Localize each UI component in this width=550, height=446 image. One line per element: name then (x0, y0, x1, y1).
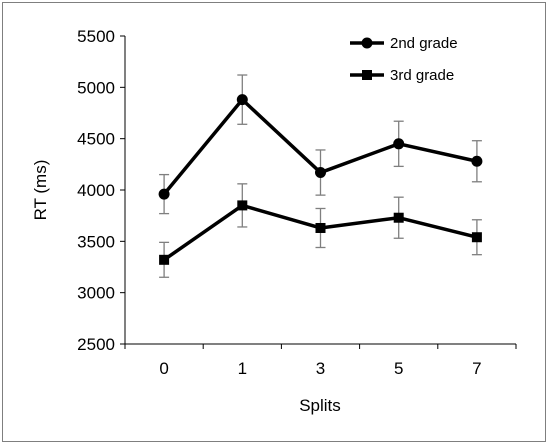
data-point-2nd-grade (315, 167, 326, 179)
x-axis-label: Splits (299, 396, 341, 415)
y-axis-label: RT (ms) (31, 160, 50, 221)
data-point-3rd-grade (159, 254, 170, 265)
x-tick-label: 0 (159, 359, 168, 378)
x-tick-label: 3 (316, 359, 325, 378)
y-tick-label: 3500 (77, 232, 115, 251)
data-point-2nd-grade (236, 94, 248, 106)
data-point-3rd-grade (393, 212, 404, 223)
y-tick-label: 2500 (77, 335, 115, 354)
chart-frame (2, 2, 546, 442)
legend-marker-3rd-grade (362, 70, 372, 80)
x-tick-label: 5 (394, 359, 403, 378)
y-tick-label: 4000 (77, 181, 115, 200)
x-tick-label: 7 (472, 359, 481, 378)
y-tick-label: 5000 (77, 78, 115, 97)
data-point-3rd-grade (315, 222, 326, 233)
legend-marker-2nd-grade (361, 37, 373, 49)
y-tick-label: 3000 (77, 284, 115, 303)
x-tick-label: 1 (238, 359, 247, 378)
data-point-2nd-grade (471, 155, 483, 167)
y-tick-label: 5500 (77, 27, 115, 46)
data-point-3rd-grade (471, 232, 482, 243)
data-point-2nd-grade (393, 138, 405, 150)
legend-label-3rd-grade: 3rd grade (390, 67, 454, 84)
data-point-3rd-grade (237, 200, 248, 211)
y-tick-label: 4500 (77, 130, 115, 149)
legend-label-2nd-grade: 2nd grade (390, 35, 458, 52)
plot-area: 2500 3000 3500 4000 4500 5000 5500 0 1 3 5 7 2nd gra… (77, 27, 517, 378)
data-point-2nd-grade (158, 188, 170, 200)
